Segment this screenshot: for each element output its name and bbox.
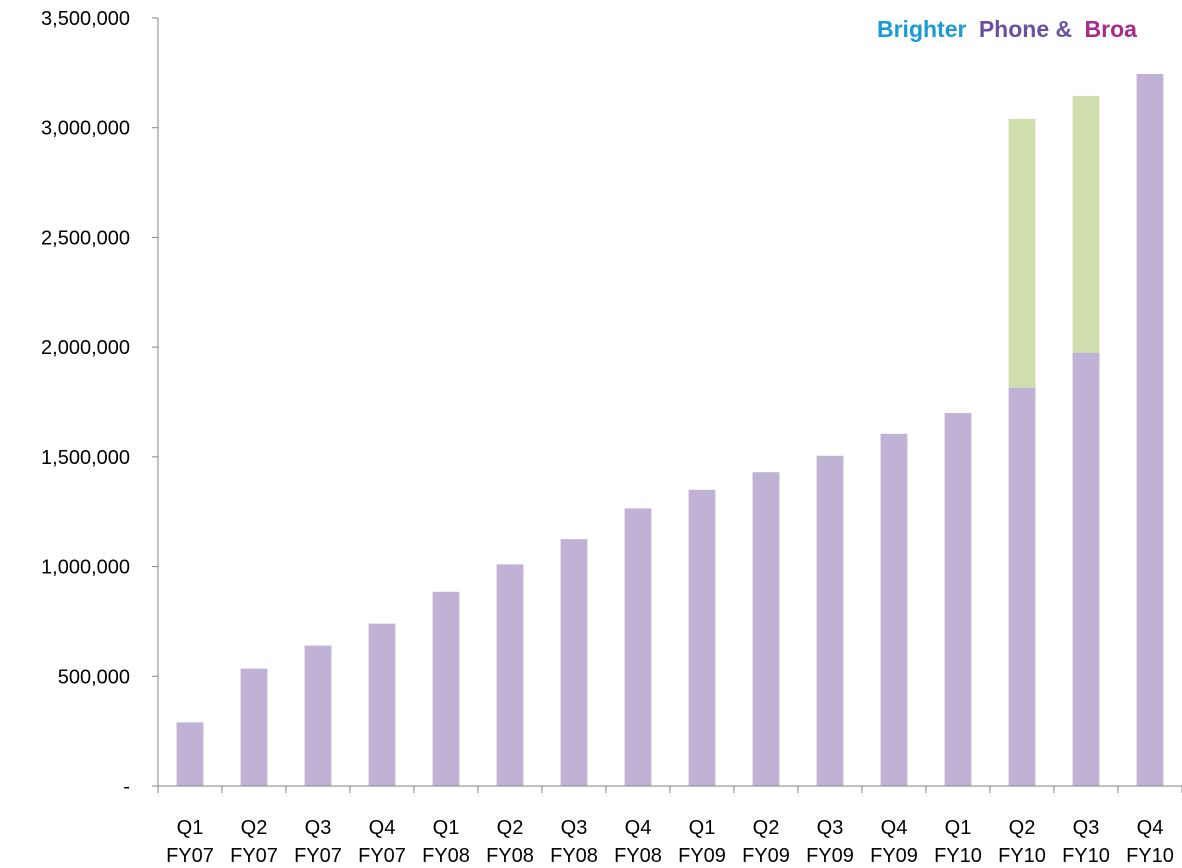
- x-tick-label-year: FY07: [230, 845, 278, 867]
- x-tick-label-quarter: Q4: [881, 817, 908, 839]
- bar-series-1: [496, 564, 524, 786]
- y-tick-label: 1,500,000: [41, 447, 130, 469]
- x-tick-label-quarter: Q1: [945, 817, 972, 839]
- x-tick-label-year: FY07: [358, 845, 406, 867]
- bar-series-1: [880, 433, 908, 786]
- x-tick-label-year: FY09: [678, 845, 726, 867]
- y-tick-label: 500,000: [58, 666, 130, 688]
- y-tick-label: 3,500,000: [41, 8, 130, 30]
- bars-group: [176, 73, 1164, 786]
- x-tick-label-quarter: Q4: [625, 817, 652, 839]
- bar-series-1: [816, 455, 844, 786]
- x-tick-label-year: FY10: [998, 845, 1046, 867]
- bar-series-1: [944, 412, 972, 786]
- x-tick-label-quarter: Q2: [497, 817, 524, 839]
- bar-series-1: [368, 623, 396, 786]
- x-tick-label-year: FY09: [806, 845, 854, 867]
- bar-series-1: [688, 489, 716, 786]
- brand-word-1: Brighter: [877, 16, 967, 42]
- bar-series-1: [176, 722, 204, 786]
- x-tick-label-year: FY09: [742, 845, 790, 867]
- x-tick-label-quarter: Q1: [689, 817, 716, 839]
- bar-series-1: [432, 591, 460, 786]
- x-axis-ticks: Q1 FY07 Q2 FY07 Q3 FY07 Q4 FY07 Q1 FY08 Q2 FY08 Q3 FY…: [157, 786, 1182, 867]
- bar-series-1: [1008, 387, 1036, 786]
- bar-series-1: [1136, 73, 1164, 786]
- bar-series-1: [752, 472, 780, 786]
- x-tick-label-year: FY10: [1062, 845, 1110, 867]
- x-tick-label-quarter: Q2: [241, 817, 268, 839]
- bar-series-2: [1072, 95, 1100, 353]
- bar-series-1: [560, 539, 588, 786]
- x-tick-label-quarter: Q2: [753, 817, 780, 839]
- y-tick-label: -: [123, 776, 130, 798]
- x-tick-label-year: FY07: [166, 845, 214, 867]
- x-tick-label-year: FY10: [934, 845, 982, 867]
- x-tick-label-year: FY07: [294, 845, 342, 867]
- x-tick-label-quarter: Q2: [1009, 817, 1036, 839]
- x-tick-label-year: FY08: [422, 845, 470, 867]
- y-tick-label: 2,000,000: [41, 337, 130, 359]
- x-tick-label-year: FY08: [550, 845, 598, 867]
- x-tick-label-quarter: Q3: [561, 817, 588, 839]
- brand-banner: Brighter Phone & Broa: [877, 16, 1137, 42]
- x-tick-label-quarter: Q3: [817, 817, 844, 839]
- x-tick-label-quarter: Q4: [1137, 817, 1164, 839]
- bar-series-1: [304, 645, 332, 786]
- x-tick-label-year: FY08: [486, 845, 534, 867]
- y-tick-label: 2,500,000: [41, 227, 130, 249]
- x-tick-label-quarter: Q1: [433, 817, 460, 839]
- y-axis-ticks: - 500,000 1,000,000 1,500,000 2,000,000 2,500…: [41, 8, 158, 798]
- bar-series-1: [624, 508, 652, 786]
- brand-word-2: Phone &: [979, 16, 1072, 42]
- y-tick-label: 3,000,000: [41, 118, 130, 140]
- y-tick-label: 1,000,000: [41, 557, 130, 579]
- bar-series-1: [1072, 352, 1100, 786]
- x-tick-label-year: FY09: [870, 845, 918, 867]
- bar-series-1: [240, 668, 268, 786]
- x-tick-label-quarter: Q4: [369, 817, 396, 839]
- x-tick-label-quarter: Q3: [305, 817, 332, 839]
- brand-word-3: Broa: [1085, 16, 1138, 42]
- x-tick-label-year: FY10: [1126, 845, 1174, 867]
- x-tick-label-quarter: Q1: [177, 817, 204, 839]
- x-tick-label-quarter: Q3: [1073, 817, 1100, 839]
- x-tick-label-year: FY08: [614, 845, 662, 867]
- bar-series-2: [1008, 118, 1036, 388]
